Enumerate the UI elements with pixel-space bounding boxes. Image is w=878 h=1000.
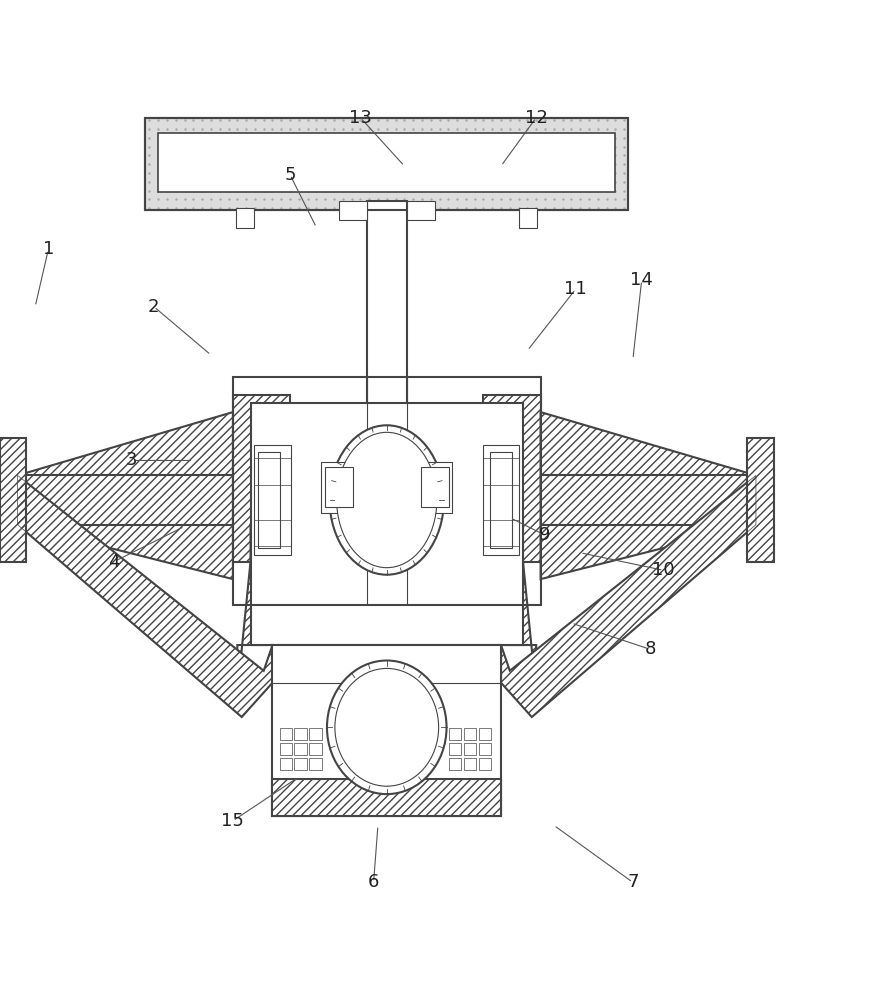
Bar	[250, 403, 522, 645]
Bar	[417, 462, 452, 513]
Text: 9: 9	[538, 526, 551, 544]
Text: 14: 14	[630, 271, 652, 289]
Bar	[294, 758, 306, 770]
Text: 12: 12	[524, 109, 547, 127]
Bar	[321, 462, 356, 513]
Bar	[479, 758, 491, 770]
Text: 8: 8	[644, 640, 655, 658]
Bar	[145, 118, 628, 210]
Bar	[325, 467, 352, 507]
Text: 13: 13	[349, 109, 371, 127]
Bar	[449, 728, 461, 740]
Text: 4: 4	[108, 553, 120, 571]
Bar	[254, 445, 291, 555]
Text: 7: 7	[626, 873, 638, 891]
Bar	[449, 758, 461, 770]
Polygon shape	[540, 412, 755, 579]
Polygon shape	[470, 525, 536, 693]
Bar	[464, 728, 476, 740]
Bar	[279, 743, 291, 755]
Bar	[479, 743, 491, 755]
Bar	[309, 758, 321, 770]
Text: 10: 10	[651, 561, 674, 579]
Bar	[519, 208, 536, 228]
Text: 1: 1	[43, 240, 54, 258]
Bar	[421, 467, 449, 507]
Bar	[233, 377, 540, 605]
Bar	[158, 133, 615, 192]
Bar	[294, 728, 306, 740]
Bar	[279, 728, 291, 740]
Polygon shape	[272, 779, 500, 816]
Bar	[258, 452, 279, 548]
Bar	[279, 758, 291, 770]
Bar	[236, 208, 254, 228]
Bar	[367, 201, 406, 434]
Ellipse shape	[327, 661, 446, 794]
Text: 3: 3	[126, 451, 138, 469]
Polygon shape	[500, 475, 755, 717]
Bar	[490, 452, 511, 548]
Bar	[479, 728, 491, 740]
Bar	[449, 743, 461, 755]
Bar	[309, 743, 321, 755]
Text: 2: 2	[148, 298, 160, 316]
Ellipse shape	[335, 668, 438, 786]
Text: 5: 5	[284, 166, 296, 184]
Polygon shape	[18, 475, 272, 717]
Bar	[272, 645, 500, 816]
Polygon shape	[233, 395, 290, 562]
Bar	[145, 118, 628, 210]
Bar	[338, 201, 367, 220]
Polygon shape	[0, 438, 26, 562]
Bar	[482, 445, 519, 555]
Ellipse shape	[329, 425, 443, 575]
Polygon shape	[483, 395, 540, 562]
Bar	[464, 743, 476, 755]
Text: 15: 15	[221, 812, 244, 830]
Polygon shape	[237, 525, 303, 693]
Bar	[294, 743, 306, 755]
Text: 11: 11	[564, 280, 587, 298]
Bar	[309, 728, 321, 740]
Ellipse shape	[336, 432, 436, 568]
Bar	[464, 758, 476, 770]
Text: 6: 6	[368, 873, 378, 891]
Polygon shape	[746, 438, 773, 562]
Polygon shape	[18, 412, 233, 579]
Bar	[406, 201, 435, 220]
